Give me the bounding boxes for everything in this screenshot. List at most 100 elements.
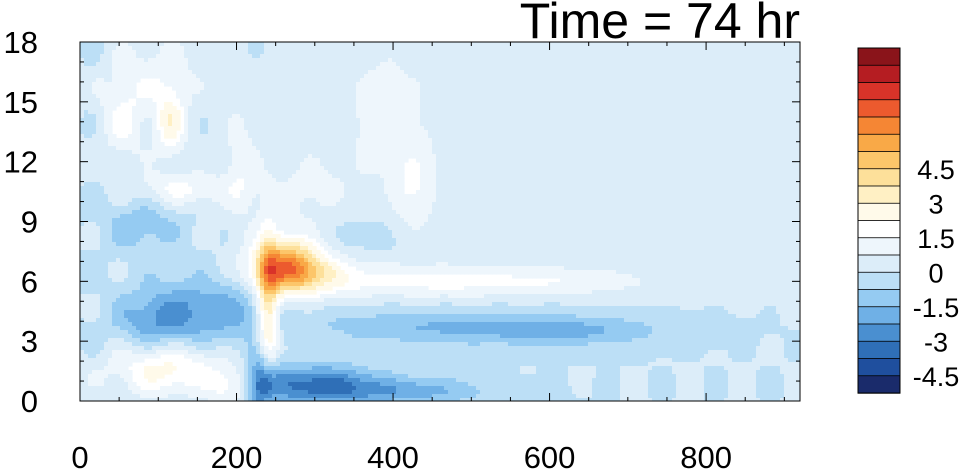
contour-cell (88, 42, 93, 47)
contour-cell (100, 298, 105, 303)
contour-cell (140, 114, 145, 119)
contour-cell (272, 182, 277, 187)
contour-cell (128, 358, 133, 363)
contour-cell (92, 282, 97, 287)
contour-cell (304, 394, 309, 399)
contour-cell (92, 394, 97, 399)
contour-cell (96, 222, 101, 227)
contour-cell (96, 94, 101, 99)
contour-cell (100, 70, 105, 75)
contour-cell (88, 146, 93, 151)
contour-cell (304, 122, 309, 127)
contour-cell (168, 242, 173, 247)
contour-cell (136, 78, 141, 83)
contour-cell (224, 242, 229, 247)
contour-cell (244, 366, 249, 371)
contour-cell (204, 298, 209, 303)
contour-cell (88, 98, 93, 103)
contour-cell (108, 94, 113, 99)
contour-cell (312, 74, 317, 79)
contour-cell (272, 250, 277, 255)
contour-cell (204, 230, 209, 235)
contour-cell (156, 274, 161, 279)
contour-cell (232, 382, 237, 387)
contour-cell (280, 370, 285, 375)
contour-cell (88, 394, 93, 399)
contour-cell (176, 178, 181, 183)
contour-cell (128, 42, 133, 47)
contour-cell (268, 70, 273, 75)
contour-cell (220, 294, 225, 299)
contour-cell (112, 134, 117, 139)
contour-cell (136, 234, 141, 239)
contour-cell (100, 110, 105, 115)
contour-cell (272, 130, 277, 135)
contour-cell (84, 378, 89, 383)
contour-cell (112, 334, 117, 339)
contour-cell (264, 114, 269, 119)
contour-cell (104, 134, 109, 139)
contour-cell (104, 270, 109, 275)
contour-cell (96, 90, 101, 95)
contour-cell (168, 394, 173, 399)
contour-cell (84, 370, 89, 375)
contour-cell (300, 258, 305, 263)
contour-cell (228, 62, 233, 67)
contour-cell (240, 298, 245, 303)
contour-cell (236, 150, 241, 155)
contour-cell (120, 394, 125, 399)
contour-cell (252, 262, 257, 267)
contour-cell (220, 58, 225, 63)
contour-cell (288, 286, 293, 291)
contour-cell (232, 138, 237, 143)
contour-cell (184, 154, 189, 159)
contour-cell (224, 262, 229, 267)
contour-cell (212, 218, 217, 223)
contour-cell (156, 318, 161, 323)
contour-cell (252, 82, 257, 87)
contour-cell (212, 302, 217, 307)
contour-cell (260, 50, 265, 55)
contour-cell (256, 358, 261, 363)
contour-cell (176, 222, 181, 227)
contour-cell (312, 70, 317, 75)
contour-cell (276, 318, 281, 323)
contour-cell (204, 302, 209, 307)
contour-cell (140, 218, 145, 223)
contour-cell (240, 350, 245, 355)
contour-cell (200, 154, 205, 159)
contour-cell (292, 382, 297, 387)
contour-cell (232, 262, 237, 267)
contour-cell (264, 290, 269, 295)
contour-cell (156, 258, 161, 263)
contour-cell (224, 66, 229, 71)
contour-cell (188, 46, 193, 51)
contour-cell (112, 294, 117, 299)
contour-cell (248, 178, 253, 183)
contour-cell (192, 246, 197, 251)
contour-cell (284, 70, 289, 75)
contour-cell (288, 318, 293, 323)
contour-cell (200, 126, 205, 131)
contour-cell (104, 322, 109, 327)
contour-cell (312, 330, 317, 335)
contour-cell (104, 278, 109, 283)
contour-cell (276, 382, 281, 387)
contour-cell (312, 286, 317, 291)
contour-cell (288, 166, 293, 171)
contour-cell (300, 78, 305, 83)
contour-cell (144, 54, 149, 59)
contour-cell (312, 262, 317, 267)
contour-cell (192, 70, 197, 75)
contour-cell (184, 262, 189, 267)
contour-cell (200, 130, 205, 135)
contour-cell (252, 138, 257, 143)
contour-cell (296, 386, 301, 391)
contour-cell (292, 362, 297, 367)
contour-cell (300, 358, 305, 363)
contour-cell (116, 354, 121, 359)
contour-cell (144, 394, 149, 399)
contour-cell (200, 194, 205, 199)
contour-cell (260, 110, 265, 115)
contour-cell (316, 54, 321, 59)
